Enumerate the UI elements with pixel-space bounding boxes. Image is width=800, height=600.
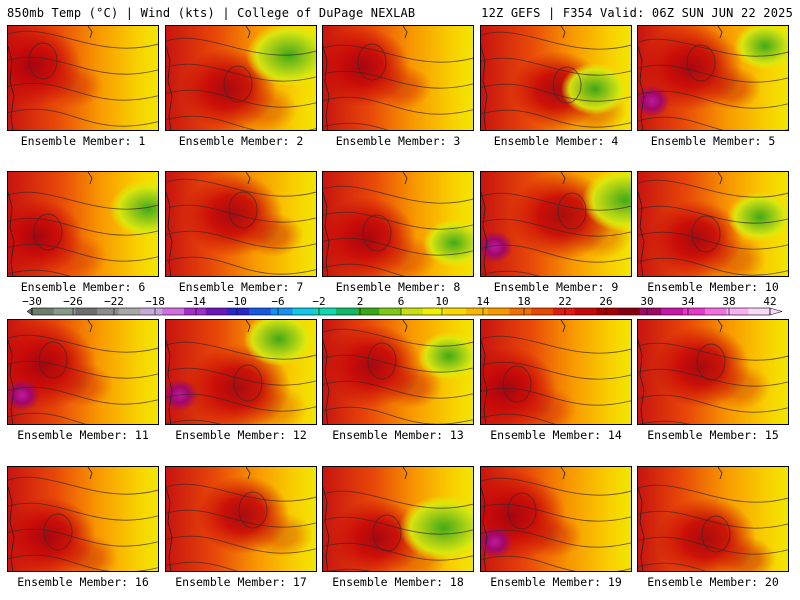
ensemble-member-map: [480, 25, 632, 131]
colorbar-swatch: [618, 308, 641, 315]
colorbar-swatch: [162, 308, 185, 315]
ensemble-member-map: [7, 319, 159, 425]
colorbar-tick-label: −26: [63, 296, 83, 308]
colorbar-swatch: [726, 308, 749, 315]
ensemble-member-label: Ensemble Member: 18: [332, 575, 464, 589]
ensemble-member-map: [7, 171, 159, 277]
colorbar-tick-label: −30: [22, 296, 42, 308]
colorbar-swatch: [596, 308, 619, 315]
colorbar-swatch: [422, 308, 445, 315]
colorbar-swatch: [466, 308, 489, 315]
colorbar-tick-label: −10: [227, 296, 247, 308]
colorbar-tick-label: 10: [435, 296, 448, 308]
ensemble-member-map: [322, 25, 474, 131]
colorbar-swatch: [53, 308, 76, 315]
colorbar-tick-label: 30: [640, 296, 653, 308]
colorbar-swatch: [314, 308, 337, 315]
ensemble-member-label: Ensemble Member: 12: [175, 428, 307, 442]
ensemble-member-map: [165, 25, 317, 131]
ensemble-member-map: [322, 171, 474, 277]
map-title: 850mb Temp (°C) | Wind (kts) | College o…: [7, 6, 416, 20]
ensemble-member-label: Ensemble Member: 5: [650, 134, 776, 148]
colorbar-tick-label: 42: [763, 296, 776, 308]
colorbar-swatch: [379, 308, 402, 315]
colorbar-swatch: [552, 308, 575, 315]
ensemble-member-label: Ensemble Member: 11: [17, 428, 149, 442]
colorbar-swatch: [32, 308, 55, 315]
ensemble-member-map: [480, 171, 632, 277]
ensemble-member-map: [637, 25, 789, 131]
colorbar-tick-label: 38: [722, 296, 735, 308]
model-run-info: 12Z GEFS | F354 Valid: 06Z SUN JUN 22 20…: [481, 6, 793, 20]
colorbar-swatch: [75, 308, 98, 315]
ensemble-member-label: Ensemble Member: 19: [490, 575, 622, 589]
colorbar-tick-label: 22: [558, 296, 571, 308]
ensemble-member-map: [322, 319, 474, 425]
colorbar-swatch: [661, 308, 684, 315]
ensemble-member-map: [637, 319, 789, 425]
colorbar-swatch: [748, 308, 771, 315]
colorbar-tick-label: 2: [357, 296, 364, 308]
colorbar-swatch: [140, 308, 163, 315]
ensemble-member-label: Ensemble Member: 7: [178, 280, 304, 294]
colorbar-tick-label: 14: [476, 296, 490, 308]
ensemble-member-map: [480, 319, 632, 425]
ensemble-member-map: [165, 466, 317, 572]
ensemble-member-label: Ensemble Member: 13: [332, 428, 464, 442]
colorbar-tick-label: −14: [186, 296, 206, 308]
colorbar-tick-label: 6: [398, 296, 405, 308]
colorbar-tick-label: −18: [145, 296, 165, 308]
ensemble-member-map: [322, 466, 474, 572]
colorbar-swatch: [270, 308, 293, 315]
ensemble-member-label: Ensemble Member: 3: [335, 134, 461, 148]
colorbar-tick-label: 18: [517, 296, 530, 308]
ensemble-member-label: Ensemble Member: 14: [490, 428, 622, 442]
colorbar-swatch: [205, 308, 228, 315]
colorbar-swatch: [401, 308, 424, 315]
ensemble-member-label: Ensemble Member: 9: [493, 280, 619, 294]
colorbar-tick-label: −6: [271, 296, 284, 308]
colorbar-swatch: [292, 308, 315, 315]
ensemble-member-label: Ensemble Member: 8: [335, 280, 461, 294]
ensemble-member-map: [7, 466, 159, 572]
colorbar-swatch: [444, 308, 467, 315]
colorbar-swatch: [249, 308, 272, 315]
colorbar-swatch: [183, 308, 206, 315]
colorbar-swatch: [683, 308, 706, 315]
colorbar-swatch: [335, 308, 358, 315]
ensemble-member-map: [637, 466, 789, 572]
ensemble-member-label: Ensemble Member: 15: [647, 428, 779, 442]
ensemble-member-label: Ensemble Member: 20: [647, 575, 779, 589]
ensemble-member-map: [165, 171, 317, 277]
colorbar-tick-label: −2: [312, 296, 325, 308]
colorbar-tick-label: 34: [681, 296, 695, 308]
colorbar-swatch: [357, 308, 380, 315]
ensemble-member-label: Ensemble Member: 17: [175, 575, 307, 589]
colorbar-swatch: [704, 308, 727, 315]
colorbar-swatch: [531, 308, 554, 315]
colorbar-swatch: [97, 308, 120, 315]
ensemble-member-map: [480, 466, 632, 572]
colorbar-swatch: [574, 308, 597, 315]
colorbar-tick-label: 26: [599, 296, 612, 308]
ensemble-member-label: Ensemble Member: 2: [178, 134, 304, 148]
ensemble-member-map: [637, 171, 789, 277]
colorbar-swatch: [509, 308, 532, 315]
ensemble-member-map: [7, 25, 159, 131]
ensemble-member-map: [165, 319, 317, 425]
ensemble-member-label: Ensemble Member: 6: [20, 280, 146, 294]
ensemble-member-label: Ensemble Member: 4: [493, 134, 619, 148]
ensemble-member-label: Ensemble Member: 1: [20, 134, 146, 148]
colorbar-swatch: [487, 308, 510, 315]
colorbar-swatch: [227, 308, 250, 315]
colorbar-swatch: [639, 308, 662, 315]
temperature-colorbar: −30 −26 −22 −18 −14 −10 −6 −2 2 6 10 14 18 22 26 30 34 38…: [22, 296, 783, 316]
ensemble-member-label: Ensemble Member: 10: [647, 280, 779, 294]
ensemble-member-label: Ensemble Member: 16: [17, 575, 149, 589]
colorbar-swatch: [118, 308, 141, 315]
colorbar-tick-label: −22: [104, 296, 124, 308]
